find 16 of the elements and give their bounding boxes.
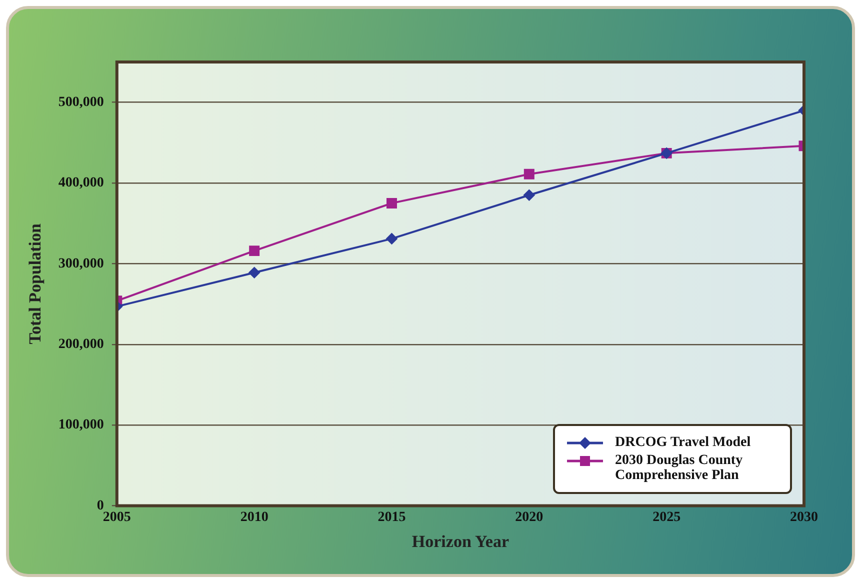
- x-tick-label: 2025: [652, 510, 681, 525]
- y-tick-label: 300,000: [58, 256, 104, 272]
- y-tick-label: 200,000: [58, 337, 104, 352]
- legend-label: DRCOG Travel Model: [615, 434, 751, 450]
- x-tick-label: 2010: [240, 510, 268, 525]
- y-axis-title: Total Population: [26, 222, 45, 344]
- x-axis-title: Horizon Year: [412, 532, 510, 552]
- x-tick-label: 2005: [102, 510, 131, 525]
- legend-label: 2030 Douglas County Comprehensive Plan: [615, 452, 744, 483]
- x-tick-label: 2015: [378, 510, 406, 525]
- y-tick-label: 100,000: [58, 418, 104, 433]
- x-tick-label: 2020: [515, 510, 544, 525]
- y-tick-label: 500,000: [58, 94, 104, 110]
- x-tick-label: 2030: [790, 510, 818, 525]
- y-tick-label: 400,000: [58, 176, 104, 191]
- y-tick-label: 0: [96, 498, 104, 514]
